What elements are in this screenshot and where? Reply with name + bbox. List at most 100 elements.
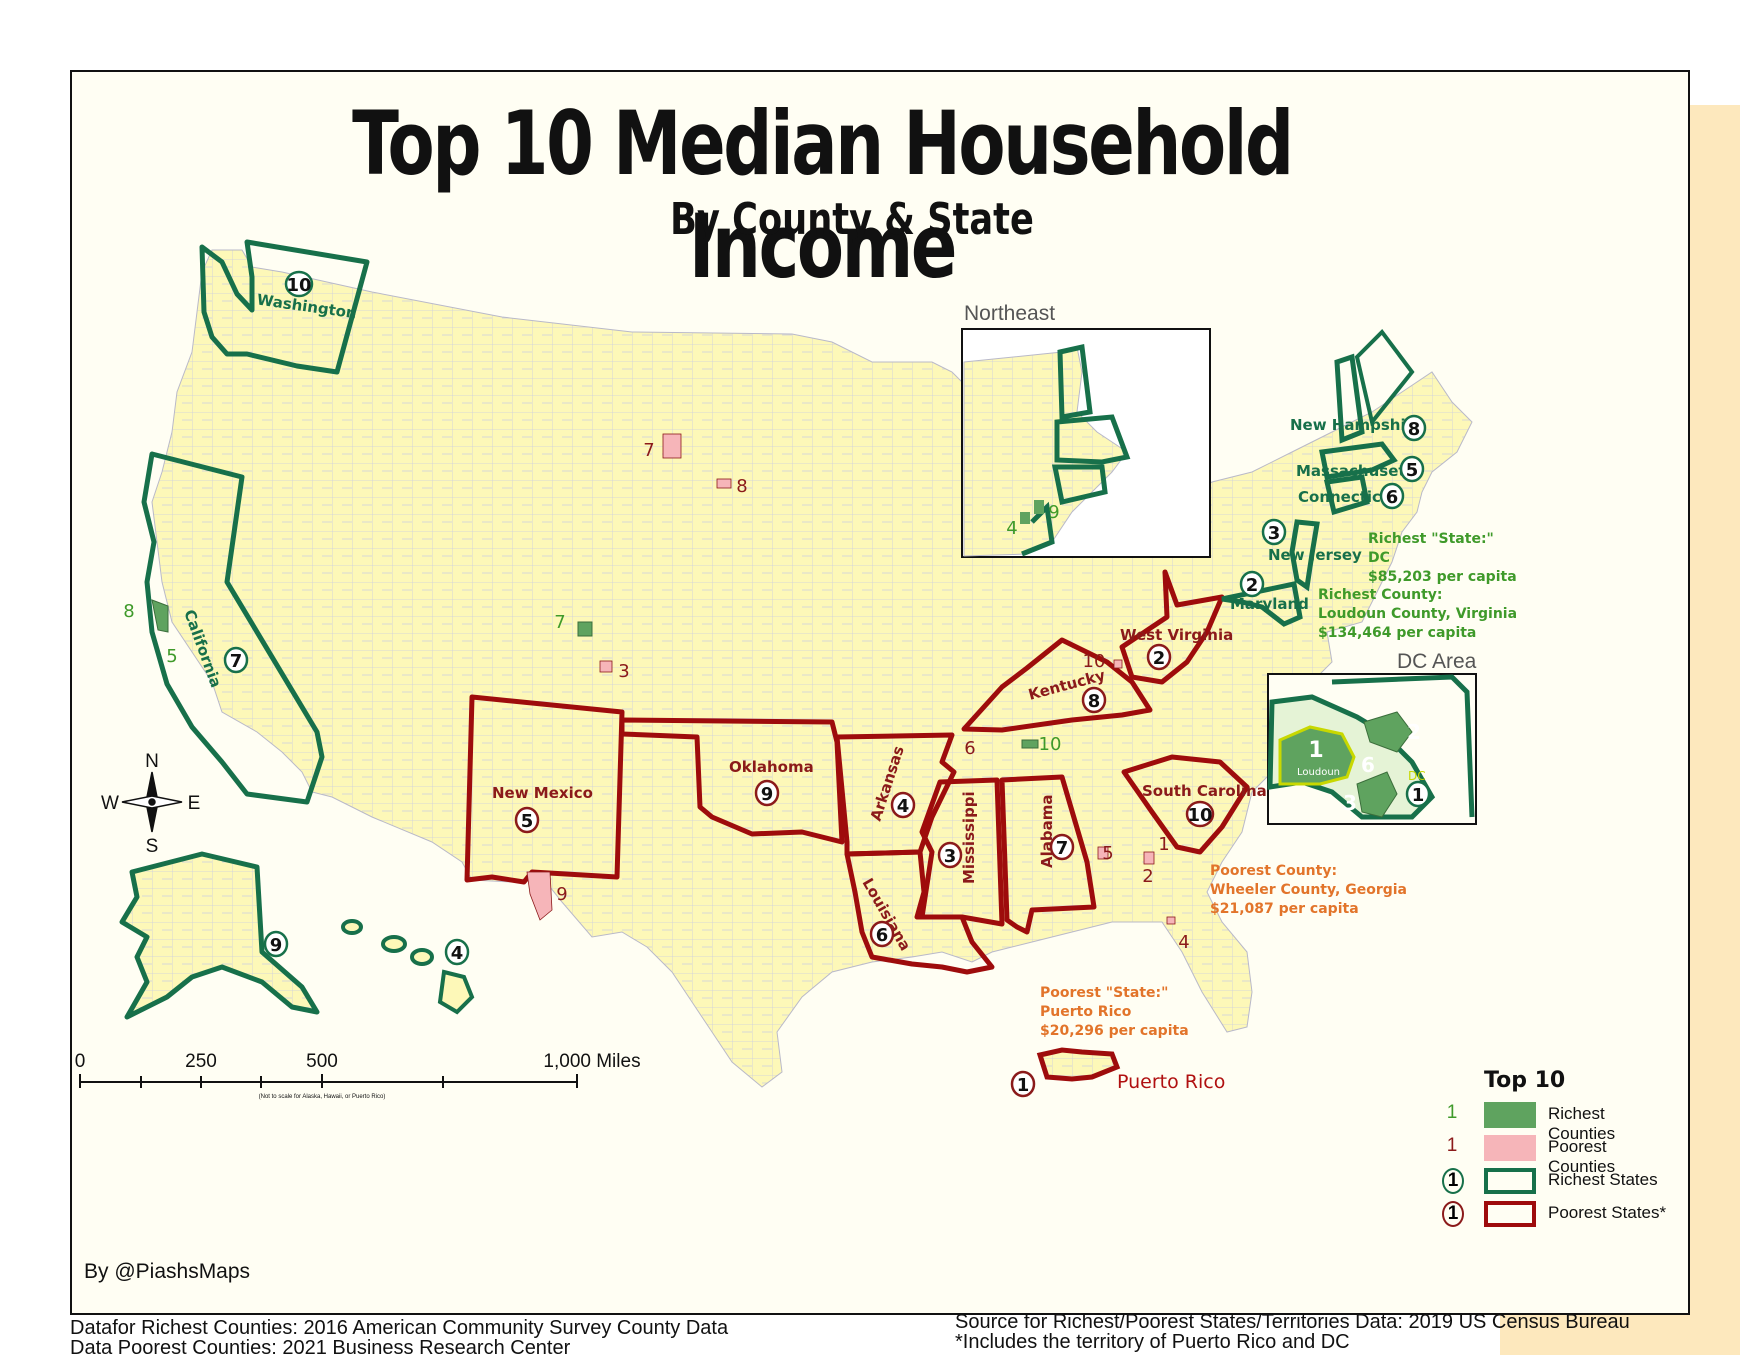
legend: Top 10 1 Richest Counties 1 Poorest Coun…	[1432, 1068, 1672, 1268]
rank-badge-puerto-rico: 1	[1010, 1070, 1036, 1098]
alaska	[119, 851, 320, 1020]
legend-richest-state-label: Richest States	[1548, 1170, 1658, 1189]
massachusetts-outline	[1319, 441, 1398, 480]
poorest-county-rank-3: 3	[618, 661, 629, 682]
svg-text:3: 3	[944, 846, 957, 867]
state-label-maryland: Maryland	[1230, 595, 1309, 613]
legend-poorest-state-label: Poorest States*	[1548, 1203, 1667, 1222]
poorest-counties	[526, 433, 1176, 925]
mississippi-outline	[919, 777, 1005, 927]
svg-text:9: 9	[761, 784, 774, 805]
svg-text:8: 8	[1088, 691, 1101, 712]
map-subtitle: By County & State	[670, 194, 1034, 245]
footer-sources-left: Datafor Richest Counties: 2016 American …	[70, 1318, 728, 1358]
rank-badge-maryland: 2	[1239, 570, 1265, 598]
footer-right-line-2: *Includes the territory of Puerto Rico a…	[955, 1331, 1350, 1353]
rank-badge-louisiana: 6	[869, 920, 895, 948]
richest-county-rank-6: 6	[1361, 753, 1375, 777]
connecticut-outline	[1323, 474, 1370, 516]
legend-richest-state-num: 1	[1442, 1168, 1464, 1194]
richest-county-rank-8: 8	[123, 601, 134, 622]
rank-badge-kentucky: 8	[1081, 686, 1107, 714]
rank-badge-west-virginia: 2	[1146, 643, 1172, 671]
poorest-county-rank-2: 2	[1142, 866, 1153, 887]
legend-richest-counties: 1 Richest Counties	[1432, 1100, 1672, 1143]
rank-badge-new-jersey: 3	[1261, 518, 1287, 546]
dc-inset-dc-label: DC	[1408, 769, 1426, 783]
rank-badge-oklahoma: 9	[754, 779, 780, 807]
poorest-county-rank-1: 1	[1158, 834, 1169, 855]
dc-inset-title: DC Area	[1397, 650, 1477, 673]
legend-poorest-county-label: Poorest Counties	[1548, 1137, 1616, 1176]
arkansas-outline	[834, 732, 957, 857]
richest-county-note: Richest County: Loudoun County, Virginia…	[1318, 587, 1518, 641]
rank-badge-mississippi: 3	[937, 841, 963, 869]
legend-poorest-state-num: 1	[1442, 1201, 1464, 1227]
map-title: Top 10 Median Household Income	[352, 92, 1294, 298]
puerto-rico	[1036, 1047, 1121, 1082]
scale-label-0: 0	[75, 1051, 86, 1072]
legend-richest-state-swatch	[1484, 1168, 1536, 1194]
richest-county-rank-9: 9	[1048, 502, 1059, 523]
svg-text:1: 1	[1017, 1075, 1030, 1096]
svg-text:6: 6	[876, 925, 889, 946]
richest-county-rank-7: 7	[554, 612, 565, 633]
dc-inset-loudoun-label: Loudoun	[1297, 767, 1340, 778]
northeast-inset	[961, 328, 1211, 558]
scale-note: (Not to scale for Alaska, Hawaii, or Pue…	[259, 1094, 386, 1100]
rank-badge-massachusetts: 5	[1399, 455, 1425, 483]
map-frame: Top 10 Median Household Income By County…	[70, 70, 1690, 1315]
state-label-massachusetts: Massachusetts	[1296, 462, 1422, 480]
scale-bar	[79, 1074, 578, 1088]
poorest-county-rank-9: 9	[556, 884, 567, 905]
footer-left-line-1: Datafor Richest Counties: 2016 American …	[70, 1317, 729, 1339]
state-label-new-jersey: New Jersey	[1268, 546, 1362, 564]
rank-badge-dc: 1	[1405, 780, 1431, 808]
dc-area-inset	[1267, 673, 1477, 825]
state-label-new-hampshire: New Hampshire	[1290, 416, 1423, 434]
richest-county-rank-10: 10	[1039, 734, 1062, 755]
richest-county-rank-1: 1	[1308, 738, 1323, 763]
poorest-county-rank-5: 5	[1102, 843, 1113, 864]
poorest-county-rank-8: 8	[736, 476, 747, 497]
poorest-county-note: Poorest County: Wheeler County, Georgia …	[1210, 863, 1407, 917]
richest-county-rank-5: 5	[166, 646, 177, 667]
compass-e: E	[188, 793, 201, 814]
legend-title: Top 10	[1484, 1068, 1566, 1093]
poorest-county-rank-7: 7	[643, 440, 654, 461]
poorest-county-rank-6: 6	[964, 738, 975, 759]
scale-label-500: 500	[306, 1051, 338, 1072]
state-label-mississippi: Mississippi	[960, 791, 978, 884]
legend-poorest-counties: 1 Poorest Counties	[1432, 1133, 1672, 1176]
poorest-state-note: Poorest "State:" Puerto Rico $20,296 per…	[1040, 985, 1189, 1039]
svg-text:4: 4	[451, 943, 464, 964]
richest-county-rank-2: 2	[1407, 720, 1421, 744]
svg-text:7: 7	[230, 651, 243, 672]
svg-text:10: 10	[286, 275, 311, 296]
scale-label-1000: 1,000 Miles	[543, 1051, 640, 1072]
svg-text:5: 5	[1406, 460, 1419, 481]
state-label-alabama: Alabama	[1038, 795, 1056, 868]
svg-text:8: 8	[1408, 419, 1421, 440]
legend-richest-county-label: Richest Counties	[1548, 1104, 1616, 1143]
new-hampshire-outline	[1334, 353, 1365, 444]
svg-text:9: 9	[270, 935, 283, 956]
legend-richest-states: 1 Richest States	[1432, 1166, 1672, 1196]
rank-badge-california: 7	[223, 646, 249, 674]
richest-state-note: Richest "State:" DC $85,203 per capita	[1368, 531, 1517, 585]
state-label-connecticut: Connecticut	[1298, 488, 1399, 506]
poorest-county-rank-4: 4	[1178, 932, 1189, 953]
contiguous-us-land	[151, 249, 1473, 1088]
poorest-county-rank-10: 10	[1083, 651, 1106, 672]
richest-county-rank-3: 3	[1343, 791, 1357, 815]
maryland-outline	[1221, 581, 1303, 627]
california-outline	[141, 451, 325, 805]
rank-badge-new-mexico: 5	[514, 806, 540, 834]
state-label-west-virginia: West Virginia	[1120, 626, 1233, 644]
rank-badge-alaska: 9	[263, 930, 289, 958]
compass-rose	[121, 771, 183, 833]
maine-outline	[1354, 328, 1415, 427]
compass-w: W	[101, 793, 119, 814]
northeast-inset-title: Northeast	[964, 302, 1056, 325]
footer-sources-right: Source for Richest/Poorest States/Territ…	[955, 1312, 1630, 1352]
